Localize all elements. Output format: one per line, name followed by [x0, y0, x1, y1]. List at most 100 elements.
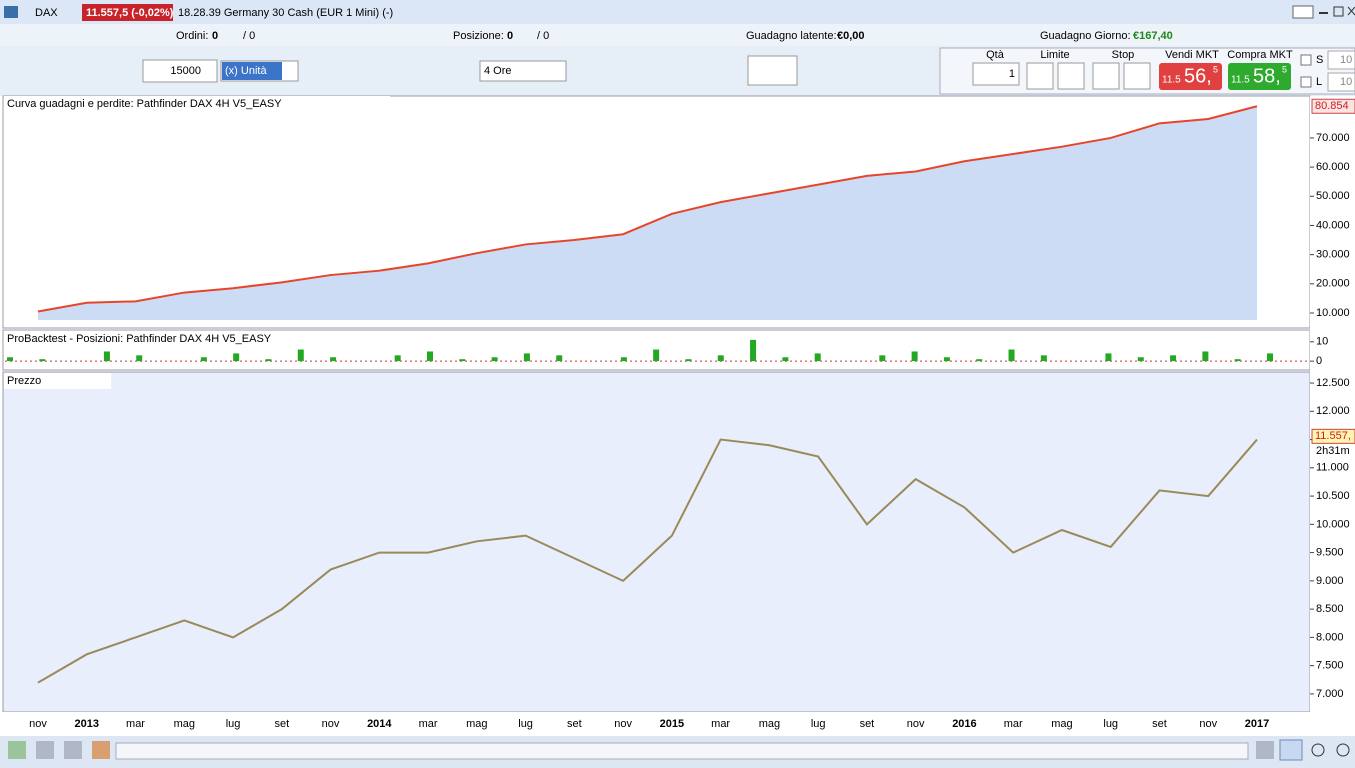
- bar: [1137, 357, 1144, 362]
- minimize-button[interactable]: [1319, 12, 1328, 14]
- unit-value: (x) Unità: [225, 65, 267, 77]
- position-count: 0: [507, 30, 513, 42]
- tool-icon[interactable]: [64, 741, 82, 759]
- tool-icon[interactable]: [92, 741, 110, 759]
- bar: [879, 355, 886, 362]
- x-tick-label: mar: [419, 718, 438, 730]
- buy-sup: 5: [1282, 64, 1287, 74]
- y-tick-label: 60.000: [1316, 161, 1350, 173]
- l-value: 10: [1340, 76, 1352, 88]
- y-tick-label: 11.000: [1316, 462, 1349, 474]
- area-fill: [38, 106, 1257, 320]
- panel-title: Prezzo: [7, 375, 41, 387]
- indicator-button[interactable]: [747, 55, 798, 86]
- quantity-input[interactable]: [142, 59, 218, 83]
- buy-small: 11.5: [1231, 75, 1250, 86]
- stop-buy[interactable]: [1092, 62, 1120, 90]
- bar: [1234, 359, 1241, 362]
- zoom-select[interactable]: [1279, 739, 1303, 761]
- scrollbar[interactable]: [115, 742, 1249, 760]
- buy-big: 58,: [1253, 65, 1281, 87]
- zoom-tool[interactable]: [1256, 741, 1274, 759]
- bar: [297, 349, 304, 362]
- zoom-out[interactable]: [1311, 743, 1325, 757]
- price-panel: [2, 371, 1311, 713]
- sell-label: Vendi MKT: [1165, 49, 1219, 61]
- l-input[interactable]: [1327, 72, 1355, 92]
- x-axis-area: [0, 712, 1310, 736]
- y-tick-label: 10: [1316, 336, 1328, 348]
- x-tick-label: mag: [466, 718, 487, 730]
- bar: [1267, 353, 1273, 362]
- bar: [233, 353, 240, 362]
- x-tick-label: 2016: [952, 718, 976, 730]
- panel-header: [4, 96, 391, 112]
- y-tick-label: 10.000: [1316, 307, 1350, 319]
- current-tag-bg: [1311, 98, 1355, 114]
- timeframe-select[interactable]: [479, 60, 567, 82]
- orders-count: 0: [212, 30, 218, 42]
- x-tick-label: mar: [711, 718, 730, 730]
- sell-sup: 5: [1213, 64, 1218, 74]
- bar: [717, 355, 724, 362]
- x-tick-label: 2013: [75, 718, 99, 730]
- app-icon: [4, 6, 18, 18]
- qty-input[interactable]: [972, 62, 1020, 86]
- x-tick-label: mag: [174, 718, 195, 730]
- y-tick-label: 10.000: [1316, 518, 1350, 530]
- s-input[interactable]: [1327, 50, 1355, 70]
- sell-button[interactable]: [1159, 63, 1222, 90]
- bar: [330, 357, 337, 362]
- buy-label: Compra MKT: [1227, 49, 1293, 61]
- x-tick-label: set: [567, 718, 582, 730]
- countdown: 2h31m: [1316, 445, 1350, 457]
- limit-sell[interactable]: [1057, 62, 1085, 90]
- bar: [1202, 351, 1209, 362]
- limit-buy[interactable]: [1026, 62, 1054, 90]
- maximize-button[interactable]: [1333, 6, 1344, 17]
- keyboard-button[interactable]: [1292, 5, 1314, 19]
- close-button[interactable]: [1347, 6, 1355, 16]
- stop-sell[interactable]: [1123, 62, 1151, 90]
- x-tick-label: 2017: [1245, 718, 1269, 730]
- bar: [1040, 355, 1047, 362]
- panel-header: [4, 373, 112, 389]
- x-tick-label: mar: [1004, 718, 1023, 730]
- s-label: S: [1316, 54, 1323, 66]
- bar: [782, 357, 789, 362]
- price-line: [37, 438, 1258, 684]
- y-tick-label: 7.500: [1316, 660, 1344, 672]
- sell-big: 56,: [1184, 65, 1212, 87]
- x-tick-label: 2014: [367, 718, 392, 730]
- title-bar: [0, 0, 1355, 24]
- bar: [427, 351, 433, 362]
- bar: [1170, 355, 1177, 362]
- orders-other: / 0: [243, 30, 255, 42]
- x-tick-label: lug: [226, 718, 241, 730]
- price-tag-bg: [82, 4, 173, 21]
- s-checkbox[interactable]: [1300, 54, 1312, 66]
- bar: [459, 359, 466, 362]
- y-tick-label: 50.000: [1316, 190, 1350, 202]
- position-label: Posizione:: [453, 30, 504, 42]
- bar: [200, 357, 207, 362]
- panel-header: [4, 331, 384, 347]
- tool-icon[interactable]: [36, 741, 54, 759]
- symbol[interactable]: DAX: [35, 7, 58, 19]
- bar: [653, 349, 660, 362]
- bar: [394, 355, 401, 362]
- zoom-in[interactable]: [1336, 743, 1350, 757]
- buy-button[interactable]: [1228, 63, 1291, 90]
- right-axis-area: [1310, 96, 1355, 736]
- x-tick-label: mag: [759, 718, 780, 730]
- y-tick-label: 8.000: [1316, 631, 1344, 643]
- qty-label: Qtà: [986, 49, 1005, 61]
- current-tag-bg: [1311, 428, 1355, 444]
- bar: [620, 357, 627, 362]
- bar: [7, 357, 13, 362]
- l-checkbox[interactable]: [1300, 76, 1312, 88]
- tool-icon[interactable]: [8, 741, 26, 759]
- y-tick-label: 12.500: [1316, 377, 1350, 389]
- bar: [685, 359, 692, 362]
